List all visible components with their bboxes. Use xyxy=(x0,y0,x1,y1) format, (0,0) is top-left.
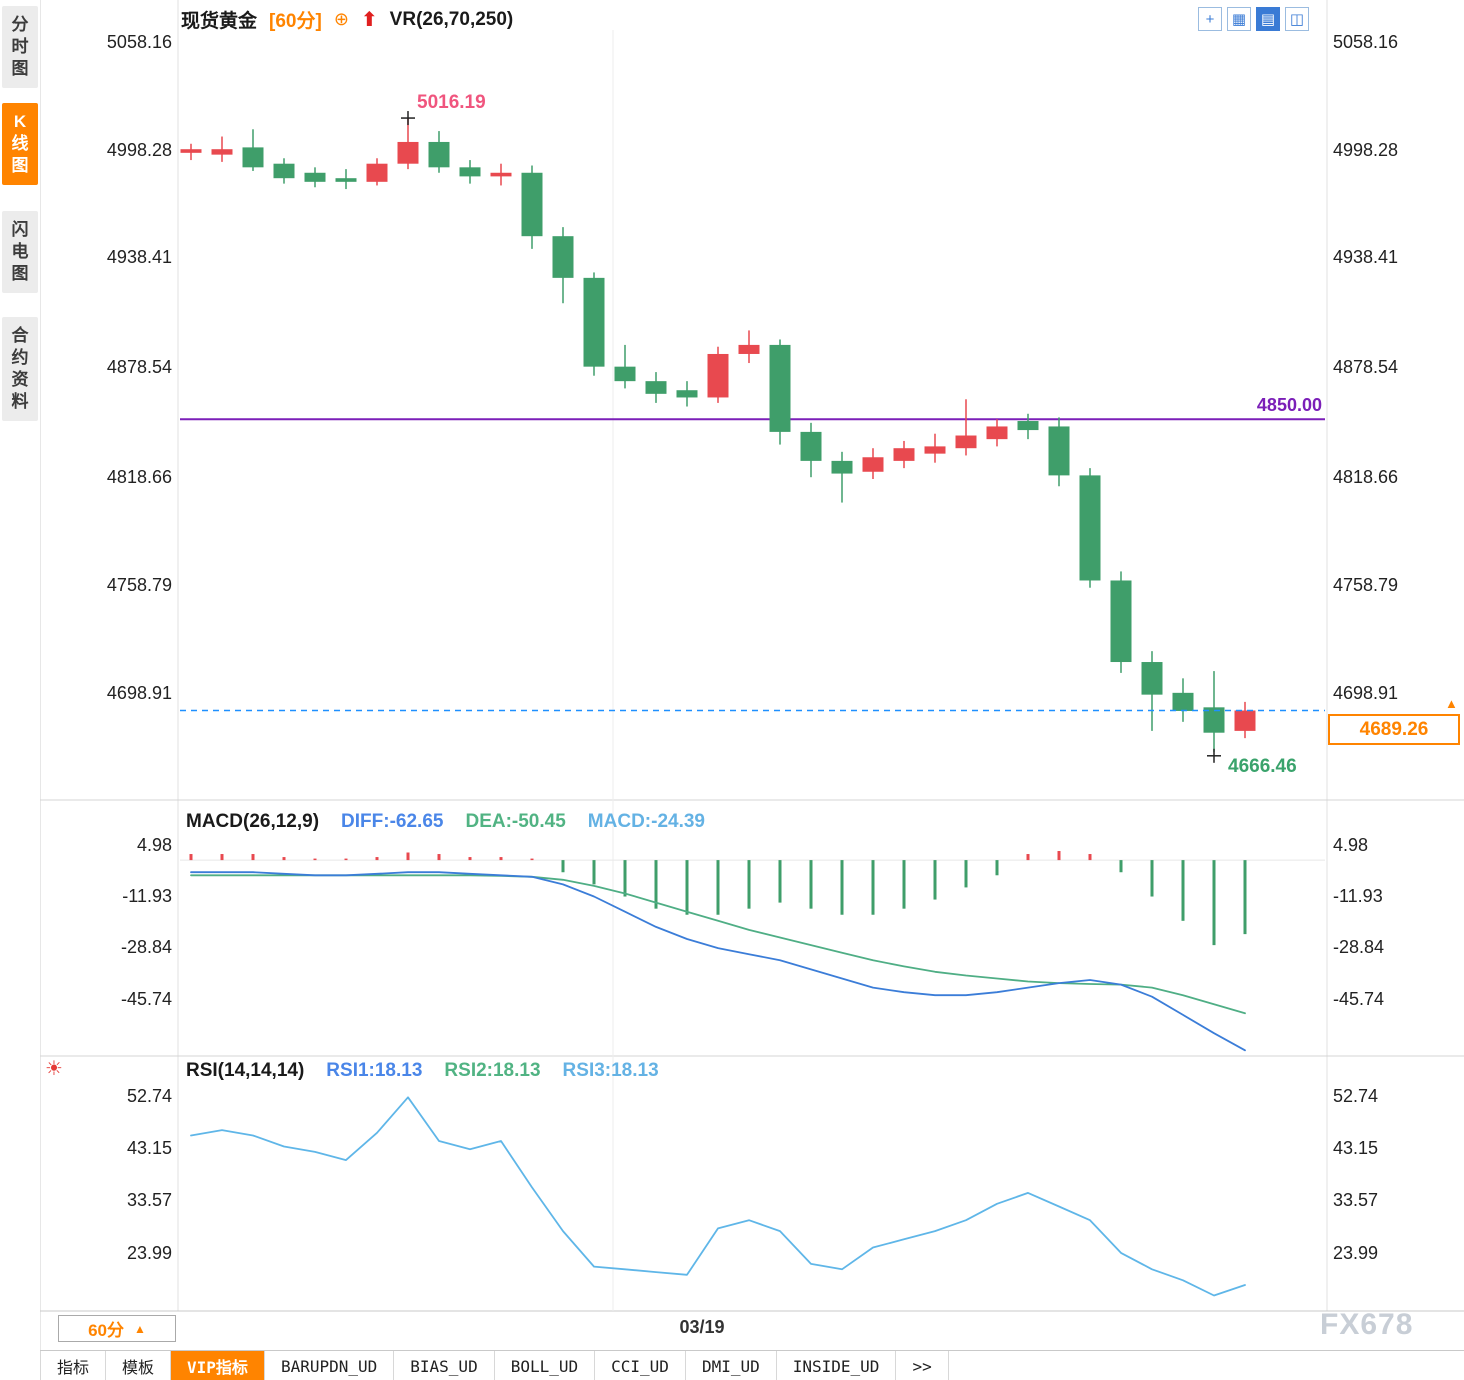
main-y-axis-label-left: 4938.41 xyxy=(106,247,172,267)
macd-y-axis-label-right: -11.93 xyxy=(1333,886,1383,906)
main-y-axis-label-left: 5058.16 xyxy=(106,32,172,52)
macd-value: MACD:-24.39 xyxy=(587,811,705,832)
rsi2-value: RSI2:18.13 xyxy=(444,1060,541,1081)
low-price-label: 4666.46 xyxy=(1228,756,1297,777)
watermark: FX678 xyxy=(1320,1308,1414,1341)
rsi1-value: RSI1:18.13 xyxy=(326,1060,423,1081)
macd-y-axis-label-left: -45.74 xyxy=(120,989,172,1009)
macd-title: MACD(26,12,9) xyxy=(186,811,320,832)
tab-bias-ud[interactable]: BIAS_UD xyxy=(394,1351,495,1380)
main-y-axis-label-right: 4818.66 xyxy=(1333,467,1399,487)
rsi-title: RSI(14,14,14) xyxy=(186,1060,305,1081)
macd-y-axis-label-left: 4.98 xyxy=(136,835,172,855)
tab-cci-ud[interactable]: CCI_UD xyxy=(595,1351,686,1380)
rsi-y-axis-label-left: 23.99 xyxy=(126,1243,172,1263)
macd-y-axis-label-right: -28.84 xyxy=(1333,937,1385,957)
main-y-axis-label-left: 4758.79 xyxy=(106,575,172,595)
main-y-axis-label-left: 4818.66 xyxy=(106,467,172,487)
main-y-axis-label-right: 4878.54 xyxy=(1333,357,1399,377)
sidebar-tab-flash-chart[interactable]: 闪电图 xyxy=(2,211,38,293)
symbol-name: 现货黄金 xyxy=(181,11,258,32)
chart-header: 现货黄金 [60分] ⊕ ⬆ VR(26,70,250) xyxy=(181,6,513,33)
macd-dea-value: DEA:-50.45 xyxy=(465,811,566,832)
tab-indicators[interactable]: 指标 xyxy=(40,1351,107,1380)
main-y-axis-label-right: 4758.79 xyxy=(1333,575,1399,595)
tab-barupdn-ud[interactable]: BARUPDN_UD xyxy=(265,1351,395,1380)
trendline-price-label[interactable]: 4850.00 xyxy=(1256,395,1322,415)
indicator-label: VR(26,70,250) xyxy=(389,8,514,30)
macd-y-axis-label-right: -45.74 xyxy=(1333,989,1385,1009)
candle-chart-icon[interactable]: ▤ xyxy=(1256,7,1280,31)
tab-templates[interactable]: 模板 xyxy=(106,1351,172,1380)
high-price-label: 5016.19 xyxy=(417,92,486,113)
rsi-y-axis-label-right: 52.74 xyxy=(1333,1086,1379,1106)
rsi-y-axis-label-right: 43.15 xyxy=(1333,1138,1379,1158)
macd-header: MACD(26,12,9) DIFF:-62.65 DEA:-50.45 MAC… xyxy=(186,811,705,833)
sidebar-tab-contract-info[interactable]: 合约资料 xyxy=(2,317,38,421)
x-axis-date-label: 03/19 xyxy=(679,1317,725,1337)
rsi-y-axis-label-left: 52.74 xyxy=(126,1086,172,1106)
main-y-axis-label-left: 4878.54 xyxy=(106,357,172,377)
tab-dmi-ud[interactable]: DMI_UD xyxy=(686,1351,777,1380)
rsi3-value: RSI3:18.13 xyxy=(562,1060,659,1081)
main-y-axis-label-left: 4998.28 xyxy=(106,140,172,160)
left-sidebar: 分时图 K线图闪电图合约资料 xyxy=(0,0,40,1380)
macd-y-axis-label-left: -11.93 xyxy=(122,886,172,906)
bottom-tab-bar: 指标 模板 VIP指标 BARUPDN_UD BIAS_UD BOLL_UD CCI_UD D… xyxy=(40,1350,1464,1380)
period-selector-label: 60分 xyxy=(88,1321,125,1340)
main-y-axis-label-left: 4698.91 xyxy=(106,683,172,703)
rsi-header: RSI(14,14,14) RSI1:18.13 RSI2:18.13 RSI3… xyxy=(186,1060,659,1082)
last-price-box: 4689.26 xyxy=(1328,714,1460,745)
tab-more[interactable]: >> xyxy=(896,1351,949,1380)
rsi-y-axis-label-right: 33.57 xyxy=(1333,1190,1379,1210)
compare-window-icon[interactable]: ◫ xyxy=(1285,7,1309,31)
price-up-triangle-icon: ▲ xyxy=(1445,696,1458,711)
last-price-value: 4689.26 xyxy=(1359,718,1429,740)
sidebar-tab-kline-chart[interactable]: K线图 xyxy=(2,103,38,185)
tab-inside-ud[interactable]: INSIDE_UD xyxy=(777,1351,897,1380)
sidebar-tab-time-share-chart[interactable]: 分时图 xyxy=(2,6,38,88)
main-y-axis-label-right: 4938.41 xyxy=(1333,247,1399,267)
main-y-axis-label-right: 5058.16 xyxy=(1333,32,1399,52)
macd-y-axis-label-left: -28.84 xyxy=(120,937,172,957)
main-y-axis-label-right: 4698.91 xyxy=(1333,683,1399,703)
crosshair-icon[interactable]: + xyxy=(1198,7,1222,31)
chart-toolbar: + ▦ ▤ ◫ xyxy=(1198,7,1309,31)
sun-icon: ☀ xyxy=(45,1058,63,1080)
main-y-axis-label-right: 4998.28 xyxy=(1333,140,1399,160)
grid-chart-icon[interactable]: ▦ xyxy=(1227,7,1251,31)
period-selector[interactable]: 60分 ▲ xyxy=(58,1315,176,1342)
rsi-y-axis-label-right: 23.99 xyxy=(1333,1243,1379,1263)
macd-diff-value: DIFF:-62.65 xyxy=(341,811,444,832)
rsi-y-axis-label-left: 33.57 xyxy=(126,1190,172,1210)
period-badge[interactable]: [60分] xyxy=(269,11,322,32)
period-up-triangle-icon: ▲ xyxy=(134,1321,146,1336)
up-arrow-icon: ⬆ xyxy=(360,9,378,31)
macd-y-axis-label-right: 4.98 xyxy=(1333,835,1369,855)
tab-boll-ud[interactable]: BOLL_UD xyxy=(495,1351,596,1380)
target-icon[interactable]: ⊕ xyxy=(333,9,349,29)
rsi-y-axis-label-left: 43.15 xyxy=(126,1138,172,1158)
tab-vip-indicators[interactable]: VIP指标 xyxy=(171,1351,265,1380)
